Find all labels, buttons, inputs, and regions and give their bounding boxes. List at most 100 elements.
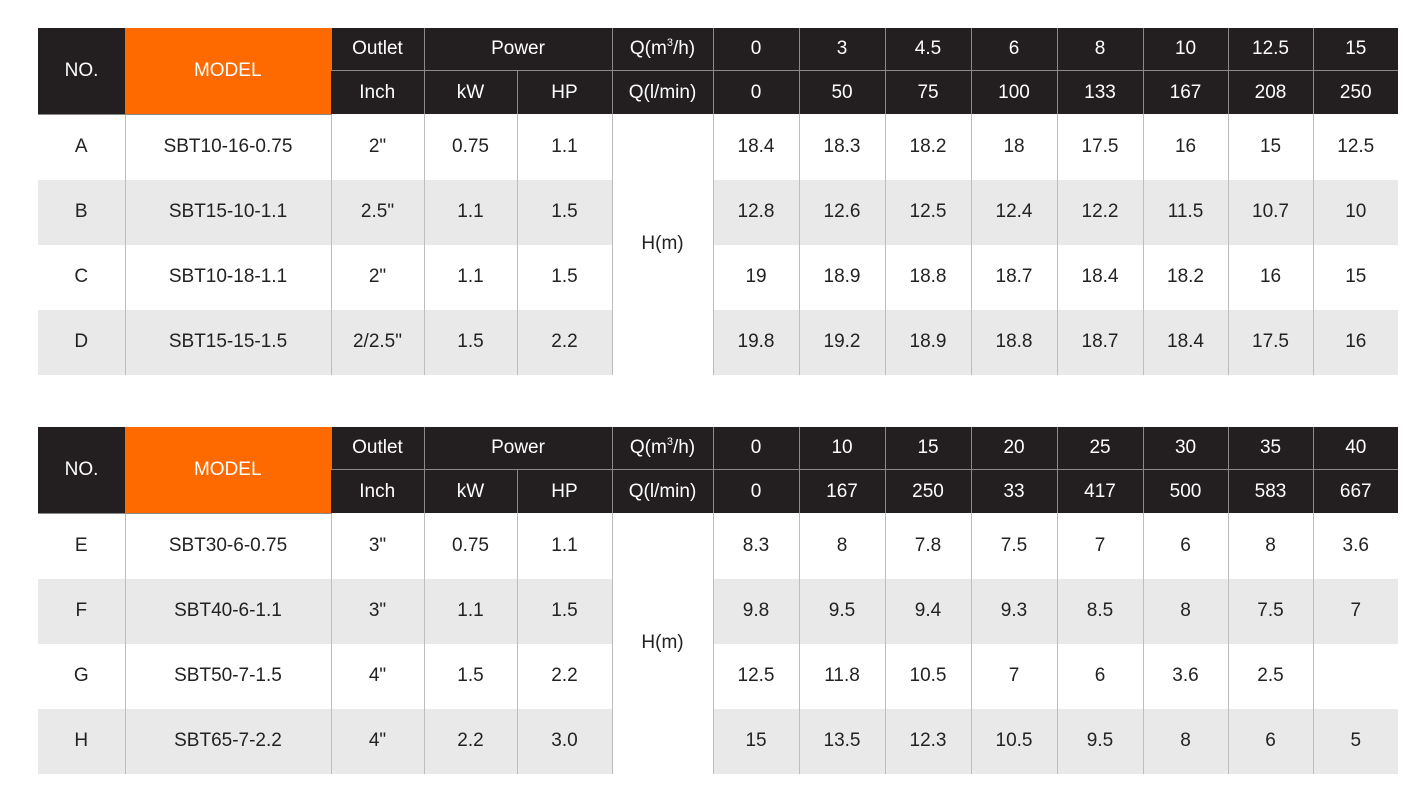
head-value: 7.8 xyxy=(884,513,972,579)
header-q-m3h: Q(m3/h) xyxy=(611,28,714,71)
head-value: 12.3 xyxy=(884,708,972,774)
head-value: 10.7 xyxy=(1227,179,1314,245)
head-value: 10.5 xyxy=(884,643,972,709)
flow-lmin-cell: 75 xyxy=(884,70,972,114)
flow-m3h-cell: 25 xyxy=(1056,427,1144,470)
head-value: 10 xyxy=(1312,179,1399,245)
flow-lmin-cell: 0 xyxy=(712,469,800,513)
table-row: D SBT15-15-1.5 2/2.5" 1.5 2.2 19.8 19.2 … xyxy=(38,309,1399,375)
row-model: SBT10-16-0.75 xyxy=(124,114,331,180)
head-value: 18.3 xyxy=(798,114,886,180)
row-model: SBT50-7-1.5 xyxy=(124,643,331,709)
head-value: 13.5 xyxy=(798,708,886,774)
flow-m3h-cell: 12.5 xyxy=(1227,28,1314,71)
pump-spec-table-2: NO. MODEL Outlet Power Q(m3/h) 0 10 15 2… xyxy=(38,427,1399,774)
head-value: 7 xyxy=(1312,578,1399,644)
head-value: 3.6 xyxy=(1142,643,1229,709)
head-value: 5 xyxy=(1312,708,1399,774)
row-hp: 1.1 xyxy=(516,513,613,579)
header-hp: HP xyxy=(516,469,613,513)
head-value: 7.5 xyxy=(1227,578,1314,644)
row-hp: 1.5 xyxy=(516,244,613,310)
head-value: 8 xyxy=(1142,578,1229,644)
head-value: 8.3 xyxy=(712,513,800,579)
row-hp: 1.5 xyxy=(516,179,613,245)
row-hp: 1.1 xyxy=(516,114,613,180)
head-value: 12.5 xyxy=(884,179,972,245)
flow-m3h-cell: 40 xyxy=(1312,427,1399,470)
row-kw: 1.1 xyxy=(423,244,517,310)
table-row: B SBT15-10-1.1 2.5" 1.1 1.5 12.8 12.6 12… xyxy=(38,179,1399,245)
row-hp: 2.2 xyxy=(516,309,613,375)
header-no: NO. xyxy=(38,28,125,115)
head-value: 12.6 xyxy=(798,179,886,245)
head-value: 6 xyxy=(1056,643,1144,709)
row-kw: 1.5 xyxy=(423,643,517,709)
head-value: 7.5 xyxy=(970,513,1058,579)
head-value: 9.5 xyxy=(798,578,886,644)
header-kw: kW xyxy=(423,70,517,114)
flow-m3h-cell: 3 xyxy=(798,28,886,71)
head-value: 18.9 xyxy=(884,309,972,375)
head-value: 12.8 xyxy=(712,179,800,245)
head-value: 11.8 xyxy=(798,643,886,709)
row-outlet: 2.5" xyxy=(330,179,424,245)
head-value: 18.4 xyxy=(712,114,800,180)
row-outlet: 2/2.5" xyxy=(330,309,424,375)
row-no: E xyxy=(74,535,88,556)
row-outlet: 4" xyxy=(330,643,424,709)
header-hp: HP xyxy=(516,70,613,114)
head-value: 10.5 xyxy=(970,708,1058,774)
header-power: Power xyxy=(423,427,613,470)
head-value: 18.4 xyxy=(1056,244,1144,310)
row-outlet: 2" xyxy=(330,114,424,180)
head-value: 6 xyxy=(1142,513,1229,579)
flow-lmin-cell: 250 xyxy=(884,469,972,513)
row-no: D xyxy=(38,309,125,375)
row-outlet: 3" xyxy=(330,578,424,644)
row-no: G xyxy=(73,665,89,686)
table-row: A SBT10-16-0.75 2" 0.75 1.1 H(m) 18.4 18… xyxy=(38,114,1399,375)
head-value: 17.5 xyxy=(1056,114,1144,180)
head-value: 19.2 xyxy=(798,309,886,375)
table-row: C SBT10-18-1.1 2" 1.1 1.5 19 18.9 18.8 1… xyxy=(38,244,1399,310)
flow-m3h-cell: 6 xyxy=(970,28,1058,71)
row-model: SBT30-6-0.75 xyxy=(124,513,331,579)
flow-m3h-cell: 0 xyxy=(712,28,800,71)
head-value: 8 xyxy=(1142,708,1229,774)
head-value: 17.5 xyxy=(1227,309,1314,375)
flow-m3h-cell: 35 xyxy=(1227,427,1314,470)
head-label: H(m) xyxy=(611,513,714,774)
row-kw: 0.75 xyxy=(423,114,517,180)
table-row: E SBT30-6-0.75 3" 0.75 1.1 H(m) 8.3 8 7.… xyxy=(38,513,1399,774)
head-value: 12.5 xyxy=(712,643,800,709)
head-value: 12.2 xyxy=(1056,179,1144,245)
head-value: 15 xyxy=(1227,114,1314,180)
header-kw: kW xyxy=(423,469,517,513)
flow-m3h-cell: 8 xyxy=(1056,28,1144,71)
flow-lmin-cell: 667 xyxy=(1312,469,1399,513)
flow-lmin-cell: 100 xyxy=(970,70,1058,114)
header-model: MODEL xyxy=(125,427,331,514)
head-value: 18.4 xyxy=(1142,309,1229,375)
head-value: 15 xyxy=(1312,244,1399,310)
table-row: H SBT65-7-2.2 4" 2.2 3.0 15 13.5 12.3 10… xyxy=(38,708,1399,774)
head-value: 8 xyxy=(798,513,886,579)
head-value: 12.5 xyxy=(1312,114,1399,180)
head-value: 19 xyxy=(712,244,800,310)
flow-lmin-cell: 167 xyxy=(798,469,886,513)
row-outlet: 3" xyxy=(330,513,424,579)
row-model: SBT40-6-1.1 xyxy=(124,578,331,644)
flow-lmin-cell: 167 xyxy=(1142,70,1229,114)
head-value: 18.2 xyxy=(884,114,972,180)
row-outlet: 4" xyxy=(330,708,424,774)
row-model: SBT15-15-1.5 xyxy=(124,309,331,375)
flow-m3h-cell: 30 xyxy=(1142,427,1229,470)
row-model: SBT65-7-2.2 xyxy=(124,708,331,774)
head-value: 8 xyxy=(1227,513,1314,579)
header-inch: Inch xyxy=(331,70,424,114)
header-model: MODEL xyxy=(125,28,331,115)
head-value: 16 xyxy=(1312,309,1399,375)
flow-lmin-cell: 133 xyxy=(1056,70,1144,114)
flow-m3h-cell: 4.5 xyxy=(884,28,972,71)
